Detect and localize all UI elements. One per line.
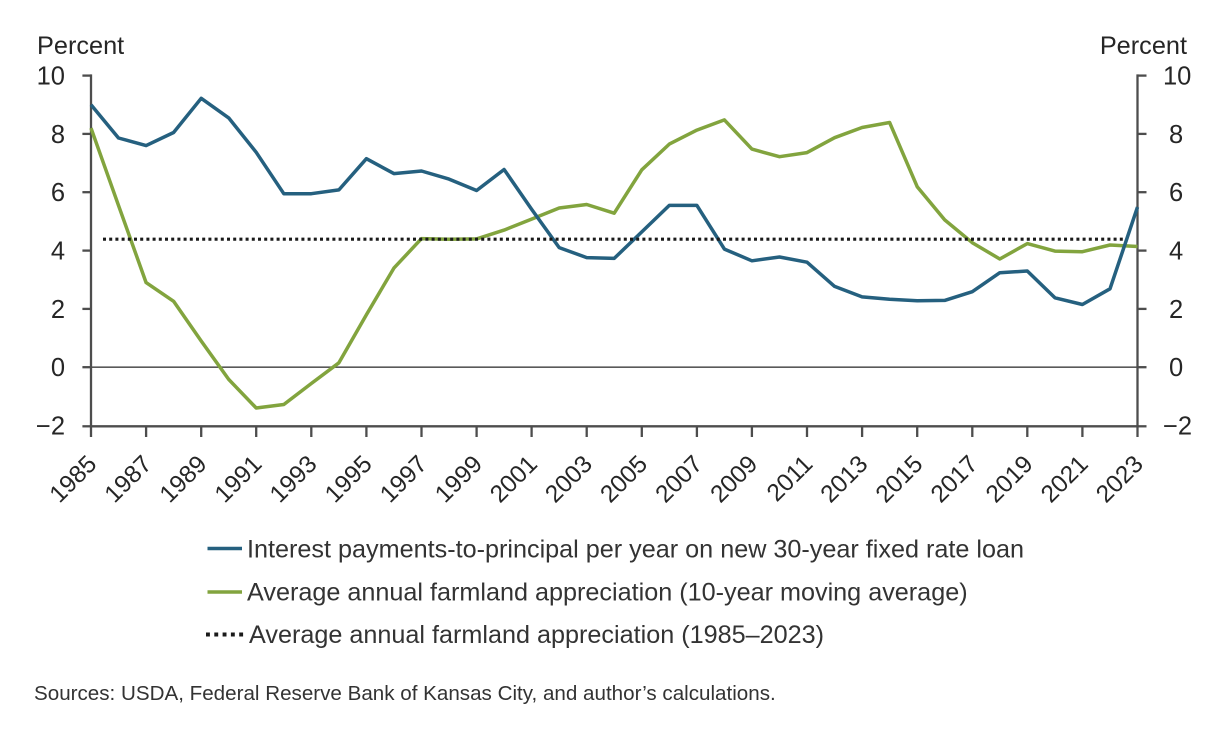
svg-text:Percent: Percent — [1100, 32, 1187, 60]
svg-text:0: 0 — [1169, 354, 1183, 382]
svg-text:0: 0 — [51, 354, 65, 382]
svg-text:Average annual farmland apprec: Average annual farmland appreciation (10… — [247, 579, 968, 607]
svg-text:6: 6 — [51, 179, 65, 207]
svg-text:10: 10 — [37, 63, 65, 91]
svg-text:10: 10 — [1163, 63, 1191, 91]
svg-text:4: 4 — [1169, 238, 1183, 266]
svg-text:Percent: Percent — [37, 32, 124, 60]
svg-text:2: 2 — [51, 296, 65, 324]
svg-text:8: 8 — [51, 121, 65, 149]
svg-text:8: 8 — [1169, 121, 1183, 149]
svg-text:Interest payments-to-principal: Interest payments-to-principal per year … — [247, 536, 1024, 564]
svg-text:6: 6 — [1169, 179, 1183, 207]
svg-text:−2: −2 — [1163, 413, 1192, 441]
svg-text:4: 4 — [51, 238, 65, 266]
svg-text:−2: −2 — [36, 413, 65, 441]
svg-text:Average annual farmland apprec: Average annual farmland appreciation (19… — [249, 621, 824, 649]
svg-text:Sources: USDA, Federal Reserve: Sources: USDA, Federal Reserve Bank of K… — [34, 682, 776, 705]
svg-text:2: 2 — [1169, 296, 1183, 324]
